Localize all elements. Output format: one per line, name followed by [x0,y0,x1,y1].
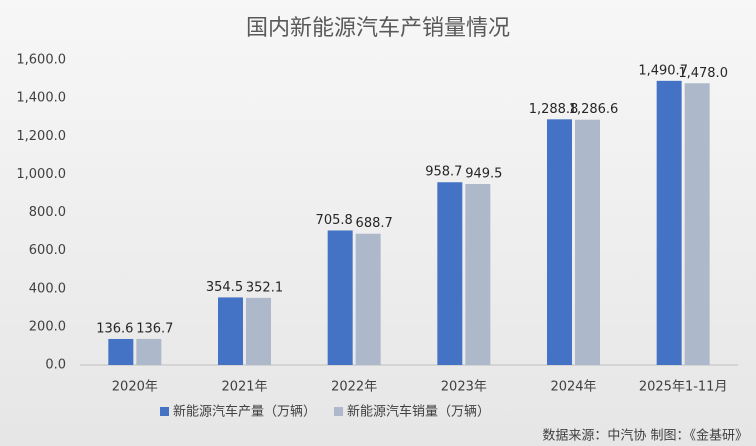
bar [575,119,600,365]
value-label: 352.1 [246,280,283,295]
x-tick-label: 2021年 [221,380,267,395]
y-tick-label: 1,200.0 [16,129,66,144]
y-tick-label: 400.0 [29,281,66,296]
value-label: 354.5 [206,280,243,295]
y-tick-label: 1,400.0 [16,91,66,106]
y-tick-label: 1,600.0 [16,53,66,68]
x-tick-label: 2020年 [112,380,158,395]
bar [547,119,572,365]
x-tick-label: 2023年 [441,380,487,395]
bar [136,338,162,365]
x-tick-label: 2022年 [331,380,377,395]
legend-swatch [334,407,344,416]
bar [437,182,463,365]
value-label: 1,286.6 [569,102,619,117]
value-label: 1,478.0 [678,66,728,81]
legend-label: 新能源汽车销量（万辆） [347,404,490,420]
chart-title: 国内新能源汽车产销量情况 [246,16,510,41]
y-tick-label: 200.0 [29,319,66,334]
legend-swatch [160,407,169,416]
value-label: 1,490.7 [638,63,688,78]
bar [327,230,353,365]
source-note: 数据来源：中汽协 制图：《金基研》 [542,428,748,444]
y-tick-label: 0.0 [45,358,66,373]
bar [246,297,271,365]
bar [355,233,381,365]
value-label: 1,288.8 [529,102,579,117]
bar [108,338,134,365]
y-tick-label: 600.0 [29,243,66,258]
value-label: 136.7 [136,321,173,336]
legend-label: 新能源汽车产量（万辆） [173,404,316,420]
bar [465,184,491,365]
value-label: 688.7 [356,216,393,231]
x-tick-label: 2025年1-11月 [639,380,728,395]
x-tick-label: 2024年 [550,380,596,395]
value-label: 136.6 [96,321,133,336]
value-label: 705.8 [316,213,353,228]
bar [656,80,682,365]
y-tick-label: 1,000.0 [16,167,66,182]
bar [684,83,710,365]
value-label: 949.5 [465,167,502,182]
y-tick-label: 800.0 [29,205,66,220]
value-label: 958.7 [425,165,462,180]
bar [218,297,243,365]
